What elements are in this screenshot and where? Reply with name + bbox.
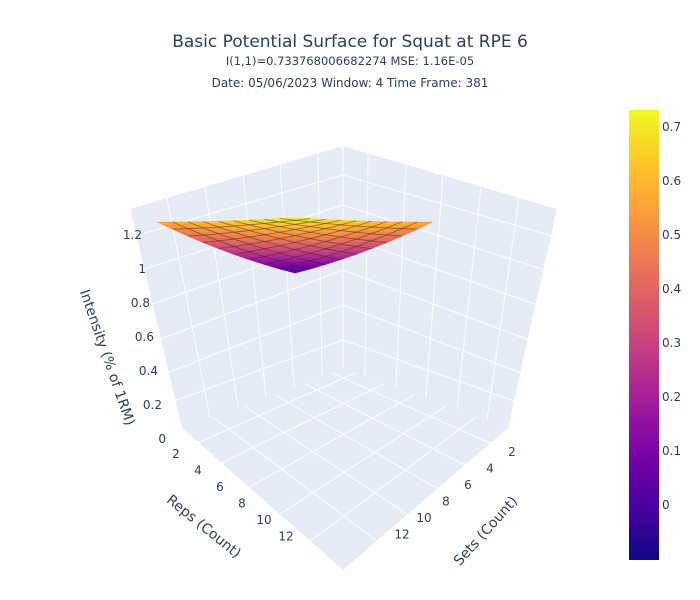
z-tick-label: 0.8 bbox=[131, 296, 150, 310]
chart-title: Basic Potential Surface for Squat at RPE… bbox=[172, 32, 528, 52]
surface-gridline bbox=[218, 220, 357, 250]
sets-tick-label: 4 bbox=[486, 462, 494, 476]
colorbar-tick-label: 0.4 bbox=[662, 282, 681, 296]
colorbar-tick-label: 0.7 bbox=[662, 120, 681, 134]
colorbar-tick-label: 0 bbox=[662, 498, 670, 512]
surface-gridline bbox=[279, 221, 418, 270]
sets-tick-label: 12 bbox=[394, 528, 409, 542]
sets-tick-label: 6 bbox=[464, 478, 472, 492]
colorbar-tick-label: 0.2 bbox=[662, 390, 681, 404]
z-tick-label: 0.2 bbox=[143, 398, 162, 412]
sets-tick-label: 8 bbox=[442, 495, 450, 509]
colorbar-tick-label: 0.1 bbox=[662, 444, 681, 458]
colorbar-ticks: 0 0.1 0.2 0.3 0.4 0.5 0.6 0.7 bbox=[662, 120, 681, 512]
surface-gridline bbox=[264, 218, 402, 237]
z-tick-label: 1 bbox=[138, 262, 146, 276]
sets-tick-label: 10 bbox=[416, 511, 431, 525]
z-axis-ticks: 0 0.2 0.4 0.6 0.8 1 1.2 bbox=[123, 228, 166, 446]
reps-tick-label: 8 bbox=[238, 497, 246, 511]
z-tick-label: 1.2 bbox=[123, 228, 142, 242]
z-tick-label: 0 bbox=[158, 432, 166, 446]
colorbar bbox=[629, 110, 659, 560]
reps-tick-label: 12 bbox=[278, 530, 293, 544]
surface-gridline bbox=[233, 220, 372, 250]
surface-gridline bbox=[264, 221, 403, 265]
reps-tick-label: 10 bbox=[256, 513, 271, 527]
sets-tick-label: 2 bbox=[508, 445, 516, 459]
back-wall-right bbox=[343, 146, 557, 428]
reps-tick-label: 6 bbox=[216, 480, 224, 494]
sets-axis-title: Sets (Count) bbox=[451, 494, 521, 570]
surface-gridline bbox=[249, 219, 387, 243]
colorbar-tick-label: 0.6 bbox=[662, 174, 681, 188]
surface-mesh bbox=[157, 217, 433, 274]
surface-gridline bbox=[172, 221, 311, 270]
chart-info-line: Date: 05/06/2023 Window: 4 Time Frame: 3… bbox=[211, 76, 489, 90]
reps-tick-label: 4 bbox=[194, 464, 202, 478]
reps-tick-label: 2 bbox=[172, 447, 180, 461]
z-tick-label: 0.4 bbox=[139, 364, 158, 378]
surface-cell bbox=[288, 269, 302, 274]
reps-axis-title: Reps (Count) bbox=[163, 492, 244, 562]
surface-gridline bbox=[188, 218, 326, 237]
surface-gridline bbox=[187, 221, 326, 265]
surface-gridline bbox=[203, 219, 341, 243]
chart-subtitle: I(1,1)=0.733768006682274 MSE: 1.16E-05 bbox=[225, 54, 475, 68]
colorbar-tick-label: 0.3 bbox=[662, 336, 681, 350]
surface-gridline bbox=[218, 220, 357, 255]
z-axis-title: Intensity (% of 1RM) bbox=[76, 288, 138, 428]
surface-gridline bbox=[203, 221, 341, 260]
surface-gridline bbox=[279, 218, 418, 230]
z-tick-label: 0.6 bbox=[135, 330, 154, 344]
surface-gridline bbox=[172, 218, 311, 230]
colorbar-tick-label: 0.5 bbox=[662, 228, 681, 242]
back-wall-left bbox=[130, 146, 343, 428]
chart-title-block: Basic Potential Surface for Squat at RPE… bbox=[0, 32, 700, 68]
surface-gridline bbox=[233, 220, 372, 255]
surface-gridline bbox=[249, 221, 387, 260]
